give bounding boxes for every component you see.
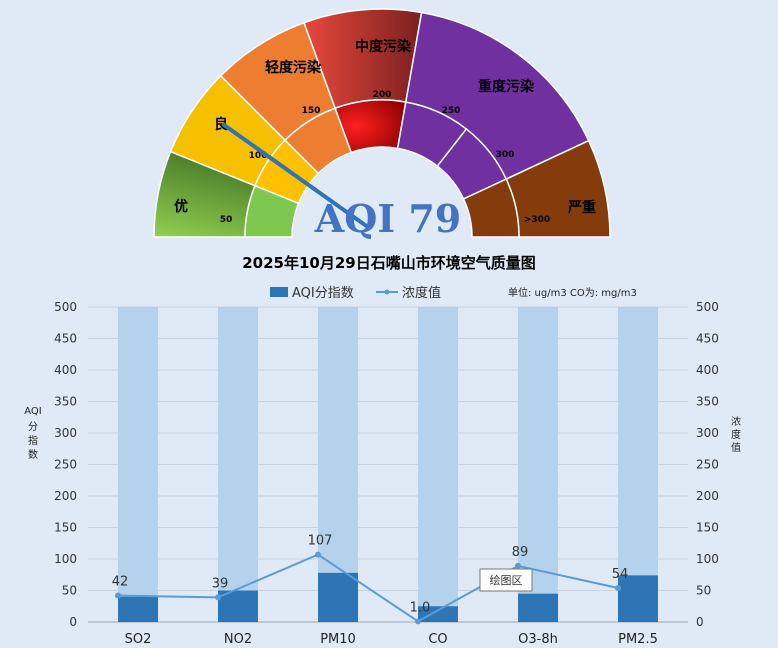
y-tick-left: 500 bbox=[54, 300, 77, 314]
tooltip-label: 绘图区 bbox=[490, 573, 523, 587]
gauge-tick-label: 50 bbox=[220, 215, 233, 225]
concentration-value-label: 1.0 bbox=[410, 600, 431, 615]
aqi-bar bbox=[418, 606, 458, 622]
legend-line-label: 浓度值 bbox=[402, 285, 441, 301]
aqi-bar bbox=[618, 575, 658, 622]
concentration-point bbox=[415, 618, 421, 625]
background-bar bbox=[218, 307, 258, 622]
y-tick-right: 250 bbox=[696, 458, 719, 472]
background-bar bbox=[618, 307, 658, 622]
y-tick-right: 200 bbox=[696, 489, 719, 503]
plot-area-tooltip: 绘图区 bbox=[479, 568, 533, 592]
chart-title: 2025年10月29日石嘴山市环境空气质量图 bbox=[242, 254, 536, 272]
y-tick-right: 50 bbox=[696, 584, 711, 598]
gauge-band-label: 中度污染 bbox=[355, 38, 412, 55]
aqi-bar bbox=[218, 590, 258, 622]
gauge-tick-band-6 bbox=[462, 178, 520, 238]
y-tick-left: 350 bbox=[54, 395, 77, 409]
background-bar bbox=[418, 307, 458, 622]
y-tick-right: 300 bbox=[696, 426, 719, 440]
legend-bar-label: AQI分指数 bbox=[292, 286, 354, 301]
y-tick-right: 100 bbox=[696, 552, 719, 566]
concentration-value-label: 39 bbox=[212, 576, 229, 591]
legend: AQI分指数 浓度值 bbox=[270, 285, 441, 301]
y-tick-left: 150 bbox=[54, 521, 77, 535]
y-tick-left: 250 bbox=[54, 458, 77, 472]
x-tick-label: SO2 bbox=[125, 632, 152, 647]
y-tick-left: 50 bbox=[62, 584, 77, 598]
concentration-point bbox=[615, 584, 621, 591]
background-bar bbox=[318, 307, 358, 622]
y-tick-right: 450 bbox=[696, 332, 719, 346]
gauge-tick-label: 100 bbox=[249, 151, 268, 161]
gauge-band-label: 重度污染 bbox=[478, 78, 535, 95]
x-tick-label: PM10 bbox=[320, 632, 356, 647]
concentration-point bbox=[315, 551, 321, 558]
gauge-tick-label: 250 bbox=[442, 106, 461, 116]
aqi-needle bbox=[221, 122, 370, 229]
y-tick-left: 450 bbox=[54, 332, 77, 346]
x-tick-label: PM2.5 bbox=[618, 632, 658, 647]
x-tick-label: CO bbox=[428, 632, 447, 647]
y-tick-left: 400 bbox=[54, 363, 77, 377]
aqi-bar bbox=[118, 596, 158, 622]
y-tick-left: 200 bbox=[54, 489, 77, 503]
legend-line-marker bbox=[384, 289, 390, 295]
gauge-band-label: 轻度污染 bbox=[265, 59, 322, 76]
aqi-value-text: AQI 79 bbox=[314, 196, 461, 241]
concentration-point bbox=[115, 592, 121, 599]
y-tick-right: 400 bbox=[696, 363, 719, 377]
concentration-value-label: 54 bbox=[612, 567, 629, 582]
plot-area: 42 39 107 1.0 89 54 0 50 100 150 200 250 300 350 400 4… bbox=[54, 300, 719, 647]
y-tick-left: 0 bbox=[69, 615, 77, 629]
y-tick-right: 500 bbox=[696, 300, 719, 314]
y-tick-left: 300 bbox=[54, 426, 77, 440]
background-bar bbox=[118, 307, 158, 622]
aqi-bar bbox=[518, 593, 558, 622]
x-tick-label: NO2 bbox=[224, 632, 252, 647]
gauge-band-label: 优 bbox=[174, 198, 188, 215]
aqi-bar bbox=[318, 572, 358, 622]
y-tick-left: 100 bbox=[54, 552, 77, 566]
gauge-tick-label: >300 bbox=[524, 215, 550, 225]
legend-bar-swatch bbox=[270, 287, 288, 297]
gauge-tick-label: 200 bbox=[373, 90, 392, 100]
y-tick-right: 0 bbox=[696, 615, 704, 629]
y-tick-right: 150 bbox=[696, 521, 719, 535]
x-tick-label: O3-8h bbox=[518, 632, 558, 647]
concentration-value-label: 42 bbox=[112, 575, 129, 590]
y-tick-right: 350 bbox=[696, 395, 719, 409]
gauge-tick-label: 150 bbox=[302, 106, 321, 116]
y-axis-label-left: AQI 分指数 bbox=[24, 406, 42, 461]
unit-note: 单位: ug/m3 CO为: mg/m3 bbox=[508, 286, 637, 299]
concentration-point bbox=[515, 562, 521, 569]
gauge-tick-label: 300 bbox=[496, 150, 515, 160]
concentration-value-label: 89 bbox=[512, 545, 529, 560]
gauge-band-label: 严重 bbox=[567, 199, 596, 216]
y-axis-label-right: 浓度值 bbox=[731, 416, 741, 454]
concentration-line bbox=[117, 553, 619, 623]
concentration-point bbox=[215, 594, 221, 601]
concentration-value-label: 107 bbox=[308, 534, 333, 549]
gauge-band-label: 良 bbox=[214, 116, 228, 133]
